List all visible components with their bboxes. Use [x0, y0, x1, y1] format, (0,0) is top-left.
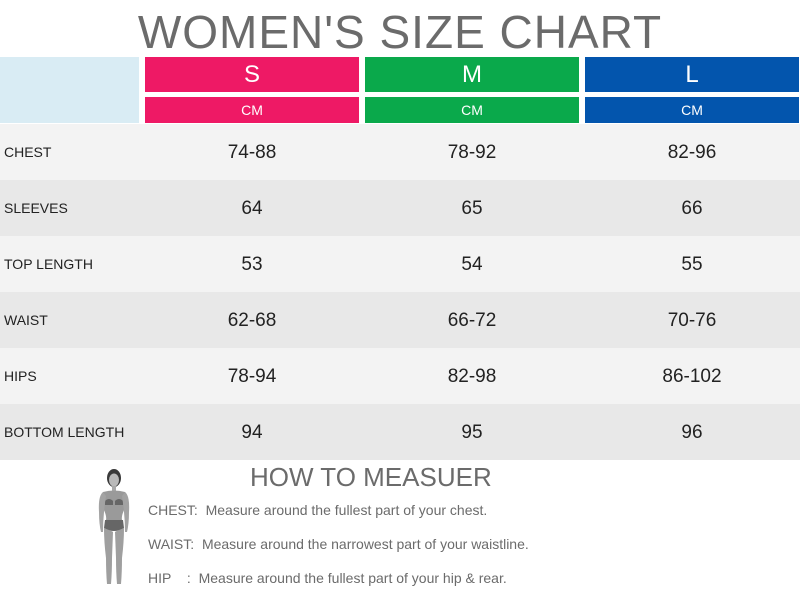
unit-header-s: CM [145, 97, 359, 123]
measure-text: Measure around the fullest part of your … [205, 502, 488, 518]
page-title: WOMEN'S SIZE CHART [137, 6, 663, 58]
unit-header-l: CM [585, 97, 799, 123]
row-label: WAIST [4, 312, 48, 328]
measure-key: WAIST: [148, 536, 195, 552]
cell-value: 95 [461, 422, 483, 443]
measure-key: CHEST: [148, 502, 198, 518]
how-to-measure-title: HOW TO MEASUER [250, 462, 492, 492]
size-header-m: M [365, 57, 579, 92]
size-header-l: L [585, 57, 799, 92]
measure-waist: WAIST: Measure around the narrowest part… [148, 535, 529, 553]
unit-header-m: CM [365, 97, 579, 123]
row-label: HIPS [4, 368, 37, 384]
measure-text: Measure around the fullest part of your … [198, 570, 507, 586]
table-row: BOTTOM LENGTH 94 95 96 [0, 404, 800, 460]
cell-value: 54 [461, 254, 483, 275]
cell-value: 64 [241, 198, 263, 219]
cell-value: 94 [241, 422, 263, 443]
header-corner-cell [0, 57, 139, 123]
table-row: TOP LENGTH 53 54 55 [0, 236, 800, 292]
cell-value: 82-96 [667, 142, 717, 163]
cell-value: 53 [241, 254, 263, 275]
cell-value: 70-76 [667, 310, 717, 331]
measure-hip: HIP : Measure around the fullest part of… [148, 569, 507, 587]
measure-key: HIP : [148, 570, 191, 586]
cell-value: 65 [461, 198, 483, 219]
cell-value: 55 [681, 254, 703, 275]
cell-value: 74-88 [227, 142, 277, 163]
cell-value: 78-94 [227, 366, 277, 387]
table-row: SLEEVES 64 65 66 [0, 180, 800, 236]
cell-value: 66-72 [447, 310, 497, 331]
row-label: BOTTOM LENGTH [4, 424, 125, 440]
row-label: TOP LENGTH [4, 256, 93, 272]
table-row: HIPS 78-94 82-98 86-102 [0, 348, 800, 404]
woman-silhouette-icon [94, 468, 134, 593]
measure-chest: CHEST: Measure around the fullest part o… [148, 501, 487, 519]
size-table: CHEST 74-88 78-92 82-96 SLEEVES 64 65 66… [0, 124, 800, 460]
row-label: SLEEVES [4, 200, 68, 216]
measure-text: Measure around the narrowest part of you… [201, 536, 529, 552]
cell-value: 86-102 [662, 366, 722, 387]
size-header-s: S [145, 57, 359, 92]
cell-value: 62-68 [227, 310, 277, 331]
row-label: CHEST [4, 144, 52, 160]
cell-value: 96 [681, 422, 703, 443]
cell-value: 78-92 [447, 142, 497, 163]
cell-value: 82-98 [447, 366, 497, 387]
table-row: CHEST 74-88 78-92 82-96 [0, 124, 800, 180]
table-row: WAIST 62-68 66-72 70-76 [0, 292, 800, 348]
cell-value: 66 [681, 198, 703, 219]
